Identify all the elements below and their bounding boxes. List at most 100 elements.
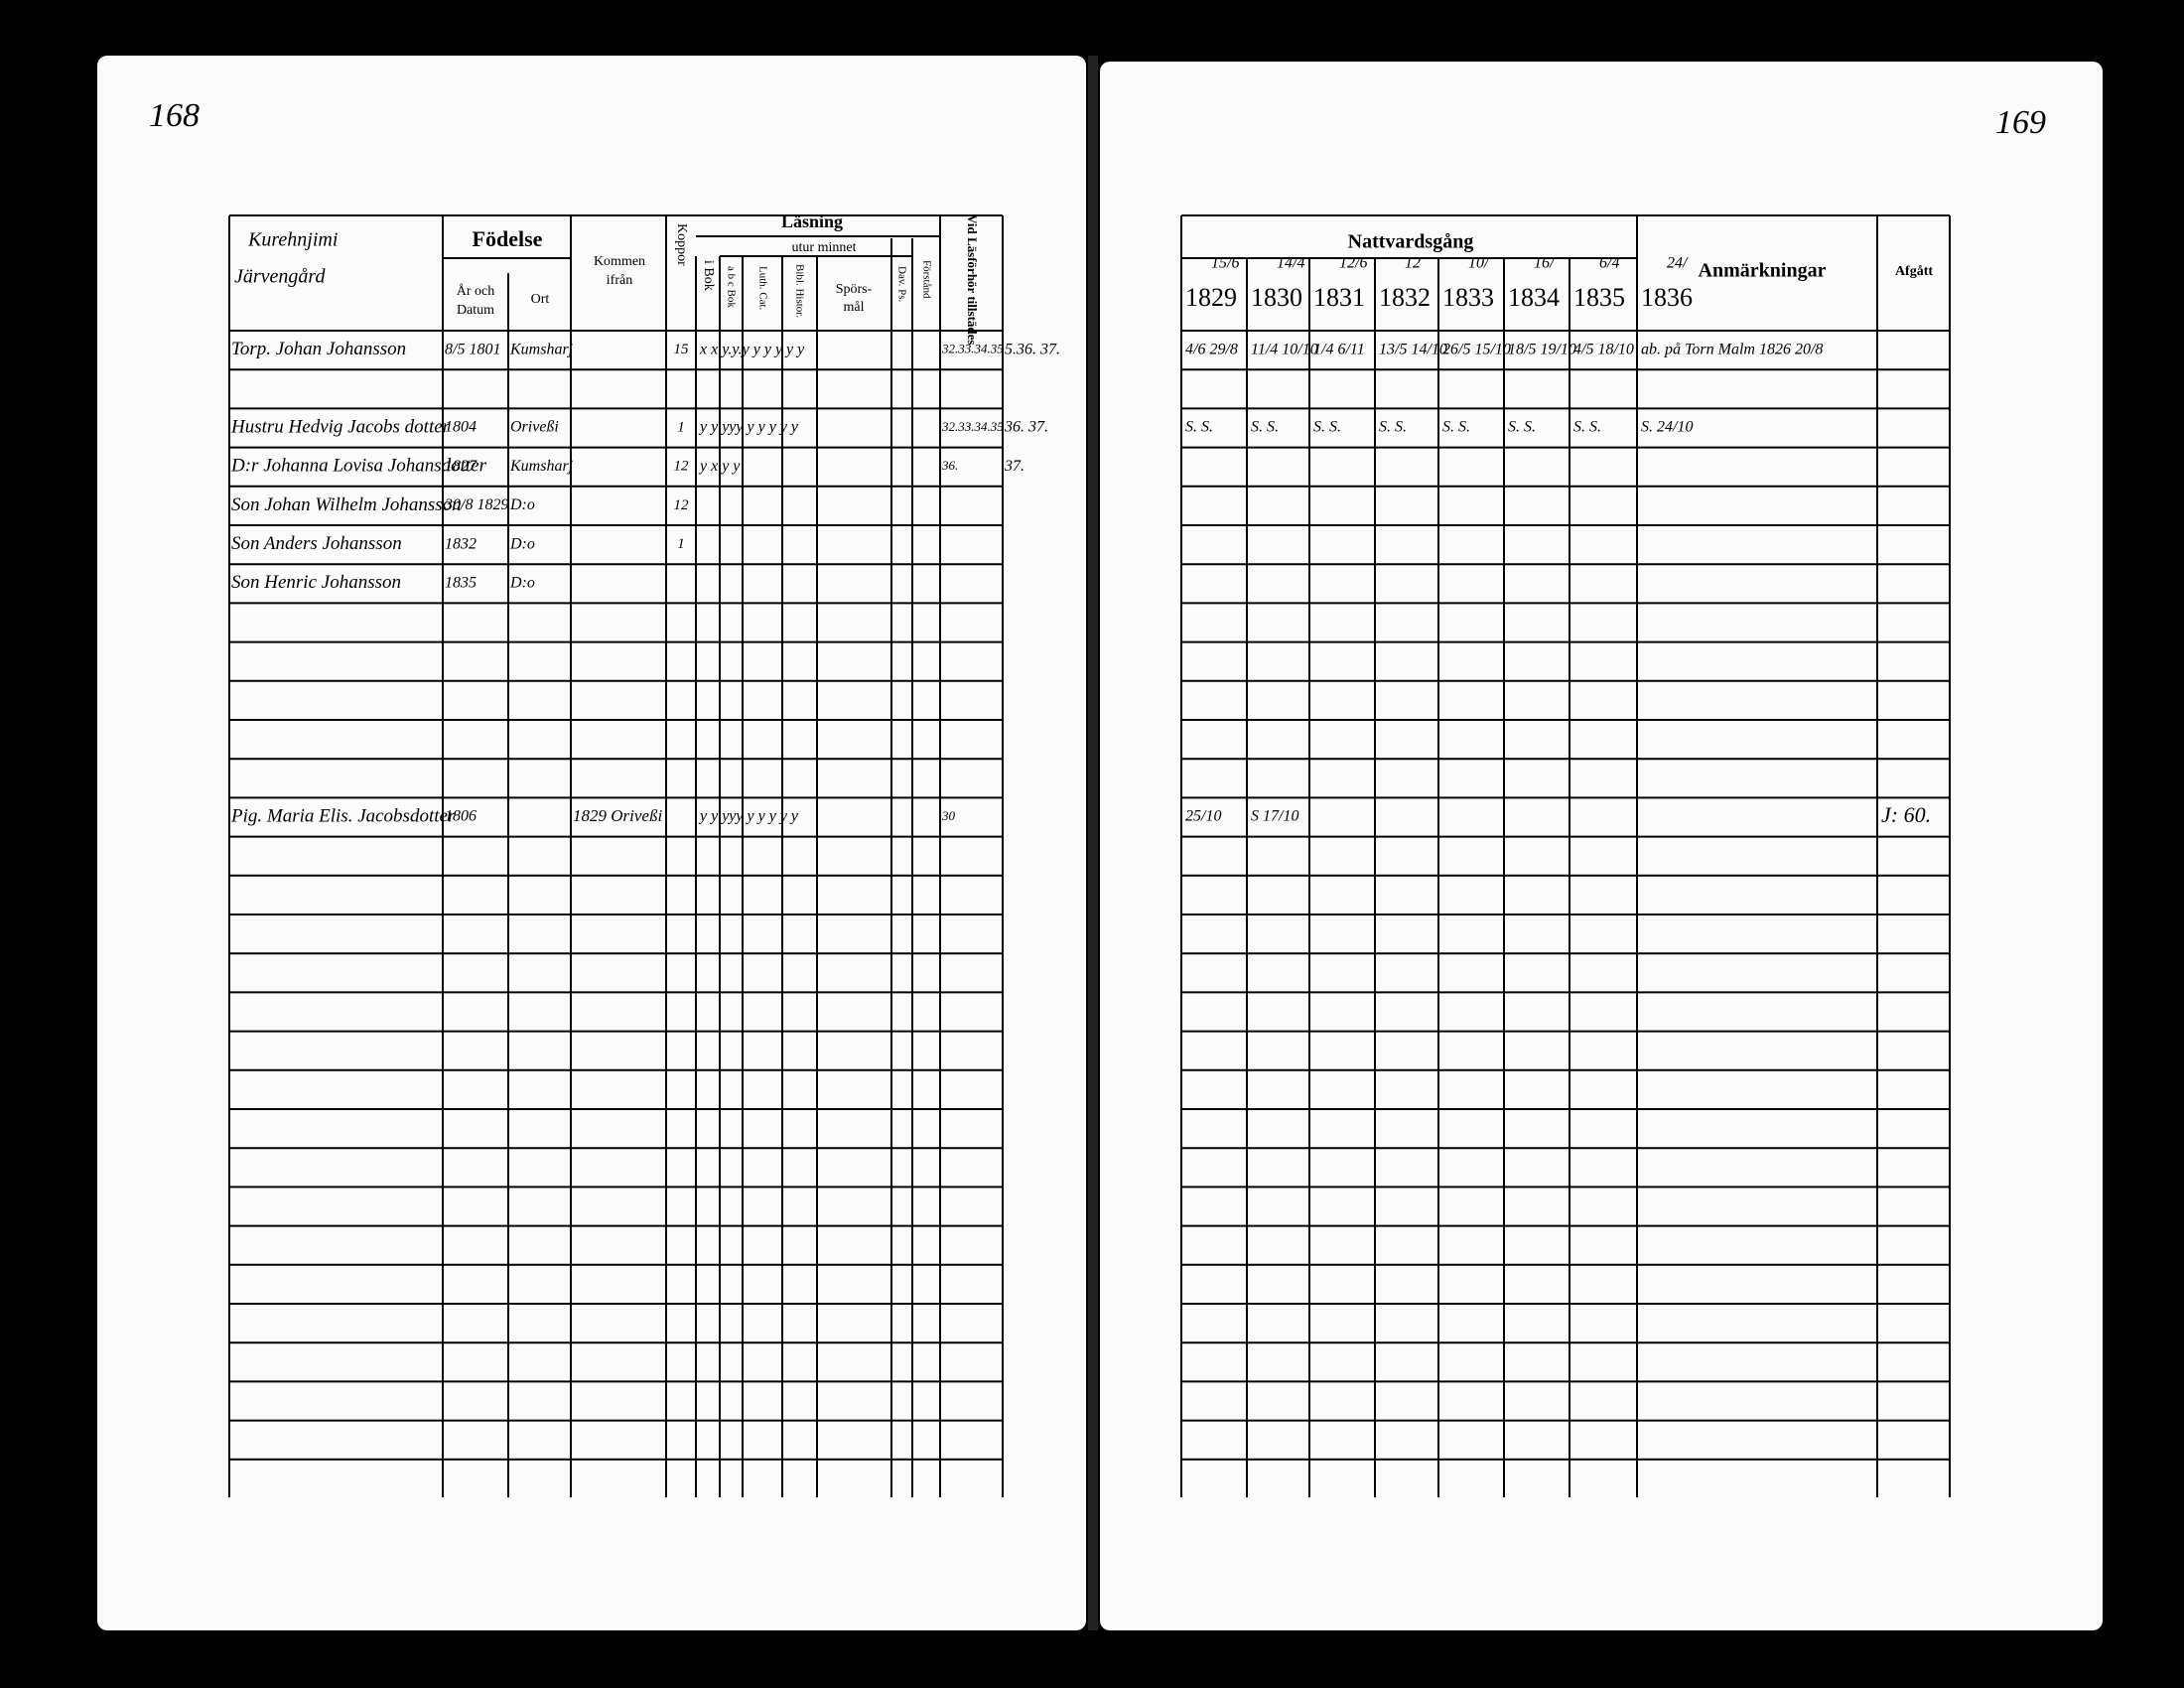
entry-birth-date: 1827: [445, 458, 478, 475]
communion-date: 4/5 18/10: [1573, 341, 1634, 357]
communion-date: 26/5 15/10: [1442, 341, 1511, 357]
communion-date: S. S.: [1251, 419, 1279, 436]
header-label: Anmärkningar: [1699, 260, 1827, 282]
departed: J: 60.: [1881, 802, 1931, 827]
header-label: Födelse: [473, 226, 543, 251]
year-note: 16/: [1534, 255, 1556, 272]
left-header: Kurehnjimi Järvengård Födelse År och Dat…: [234, 211, 980, 345]
header-label: a b c Bok: [725, 266, 737, 308]
entry-reading: y y yyy y y y y y: [698, 808, 799, 825]
year: 1834: [1508, 283, 1560, 312]
year-note: 12/6: [1339, 255, 1367, 272]
header-label: Ort: [531, 292, 550, 307]
communion-date: S 17/10: [1251, 808, 1298, 825]
year: 1833: [1442, 283, 1494, 312]
entry-attendance: 36.: [941, 458, 958, 473]
year: 1830: [1251, 283, 1302, 312]
entry-birth-place: Kumsharj: [509, 341, 574, 357]
communion-date: S. S.: [1442, 419, 1470, 436]
communion-date: S. S.: [1313, 419, 1341, 436]
entry-name: Son Henric Johansson: [231, 572, 401, 593]
entry-reading: y y yyy y y y y y: [698, 419, 799, 436]
communion-date: 25/10: [1185, 808, 1221, 825]
entry-attendance: 32.33.34.35: [941, 419, 1004, 434]
header-label: Datum: [457, 303, 494, 318]
year: 1836: [1641, 283, 1693, 312]
entry-reading: y x y y: [698, 458, 741, 475]
entry-smallpox: 12: [674, 459, 690, 475]
entry-birth-date: 8/5 1801: [445, 341, 500, 357]
communion-date: S. S.: [1379, 419, 1407, 436]
page-number: 168: [149, 97, 200, 134]
entry-attendance: 32.33.34.35: [941, 342, 1004, 356]
header-label: Luth. Cat.: [756, 266, 768, 311]
entry-name: Torp. Johan Johansson: [231, 339, 406, 359]
entry-birth-date: 1835: [445, 574, 477, 591]
header-label: Bibl. Histor.: [793, 264, 805, 318]
header-label: i Bok: [701, 260, 716, 291]
header-label: Läsning: [781, 211, 843, 231]
entry-from: 1829 Oriveßi: [573, 806, 662, 825]
entry-smallpox: 12: [674, 497, 690, 513]
header-label: Afgått: [1895, 264, 1933, 279]
header-label: Dav. Ps.: [895, 266, 907, 303]
header-label: Vid Läsförhör tillstädes: [965, 214, 980, 345]
header-label: Nattvardsgång: [1348, 231, 1474, 253]
entry-name: Hustru Hedvig Jacobs dotter: [230, 416, 451, 437]
header-label: År och: [457, 283, 495, 299]
header-label: Koppor: [674, 223, 689, 266]
communion-date: 4/6 29/8: [1185, 341, 1238, 357]
entry-smallpox: 15: [674, 342, 690, 357]
communion-date: S. S.: [1508, 419, 1536, 436]
entry-smallpox: 1: [677, 536, 685, 552]
entry-name: D:r Johanna Lovisa Johansdotter: [230, 456, 487, 477]
year: 1832: [1379, 283, 1431, 312]
entry-margin: 37.: [1004, 458, 1024, 475]
left-page: [97, 56, 1086, 1630]
entry-birth-place: D:o: [509, 535, 535, 552]
year: 1831: [1313, 283, 1365, 312]
communion-date: 11/4 10/10: [1251, 341, 1318, 357]
year-note: 24/: [1667, 255, 1689, 272]
header-label: mål: [844, 300, 865, 315]
entry-attendance: 30: [941, 808, 956, 823]
entry-birth-date: 1804: [445, 419, 477, 436]
entry-margin: 36. 37.: [1004, 419, 1048, 436]
entry-name: Pig. Maria Elis. Jacobsdotter: [230, 805, 456, 826]
entry-smallpox: 1: [677, 419, 685, 435]
entry-birth-date: 1832: [445, 535, 477, 552]
header-label: Förstånd: [920, 260, 932, 299]
year-note: 10/: [1468, 255, 1490, 272]
communion-date: 1/4 6/11: [1313, 341, 1365, 357]
header-place: Kurehnjimi: [247, 229, 338, 251]
entry-birth-place: Kumsharj: [509, 458, 574, 475]
right-header: Nattvardsgång Anmärkningar Afgått: [1348, 231, 1934, 282]
communion-date: S. S.: [1573, 419, 1601, 436]
entry-birth-place: D:o: [509, 574, 535, 591]
year-note: 12: [1405, 255, 1421, 272]
communion-date: S. S.: [1185, 419, 1213, 436]
right-page: [1100, 62, 2103, 1630]
header-label: Spörs-: [836, 282, 873, 297]
entry-birth-place: Oriveßi: [510, 419, 559, 436]
year-note: 6/4: [1599, 255, 1619, 272]
entry-birth-date: 30/8 1829: [444, 496, 508, 513]
year-note: 15/6: [1211, 255, 1239, 272]
gutter: [1088, 56, 1098, 1630]
communion-date: 18/5 19/10: [1508, 341, 1576, 357]
header-label: Kommen: [594, 254, 645, 269]
header-label: utur minnet: [792, 240, 857, 255]
entry-birth-place: D:o: [509, 496, 535, 513]
header-label: ifrån: [607, 273, 632, 288]
page-number: 169: [1995, 104, 2046, 141]
remark: ab. på Torn Malm 1826 20/8: [1641, 341, 1823, 357]
entry-birth-date: 1806: [445, 808, 477, 825]
header-place: Järvengård: [234, 266, 326, 288]
year: 1835: [1573, 283, 1625, 312]
entry-margin: 5.36. 37.: [1005, 341, 1060, 357]
entry-reading: x x y.y.y y y y y y: [699, 341, 805, 357]
year-note: 14/4: [1277, 255, 1304, 272]
entry-name: Son Anders Johansson: [231, 533, 402, 554]
entry-name: Son Johan Wilhelm Johansson: [231, 494, 462, 515]
